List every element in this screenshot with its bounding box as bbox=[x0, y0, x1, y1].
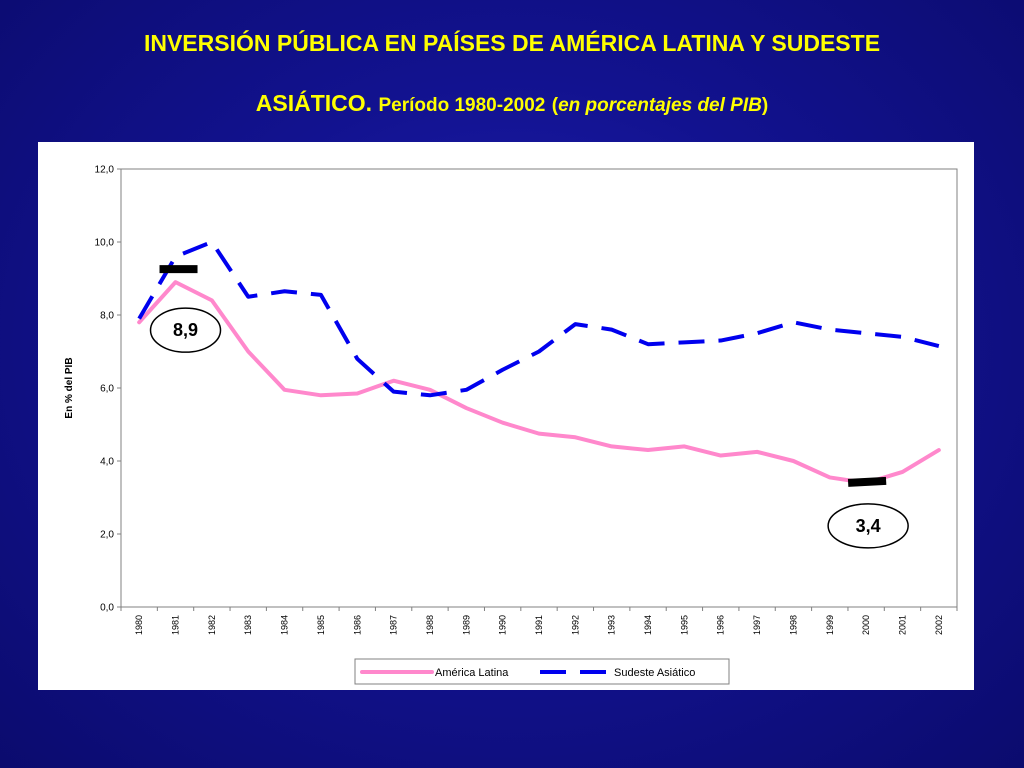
x-tick-label: 1980 bbox=[134, 615, 144, 635]
y-axis-label: En % del PIB bbox=[64, 357, 75, 418]
annotation-marker bbox=[847, 476, 887, 487]
x-tick-label: 1981 bbox=[171, 615, 181, 635]
y-tick-label: 12,0 bbox=[95, 165, 115, 176]
annotations-group: 8,9 3,4 bbox=[149, 265, 909, 549]
x-tick-label: 1994 bbox=[643, 615, 653, 635]
annotation-label: 3,4 bbox=[856, 516, 881, 536]
title-open-paren: ( bbox=[551, 95, 559, 116]
chart-svg: 0,0 2,0 4,0 6,0 8,0 10,0 12,0 1980 1981 1982 1983… bbox=[64, 165, 958, 685]
y-tick-label: 2,0 bbox=[100, 530, 114, 541]
annotation-bubble bbox=[827, 503, 909, 549]
title-country: ASIÁTICO. bbox=[255, 90, 373, 116]
x-tick-label: 1987 bbox=[389, 615, 399, 635]
legend-label-sudeste-asiatico: Sudeste Asiático bbox=[614, 667, 695, 679]
x-tick-label: 2002 bbox=[934, 615, 944, 635]
x-tick-label: 1992 bbox=[570, 615, 580, 635]
y-tick-label: 6,0 bbox=[100, 384, 114, 395]
x-tick-label: 1996 bbox=[716, 615, 726, 635]
x-tick-label: 1991 bbox=[534, 615, 544, 635]
x-tick-label: 1999 bbox=[825, 615, 835, 635]
title-close-paren: ) bbox=[761, 95, 769, 116]
slide-title-line2: ASIÁTICO. Período 1980-2002 (en porcenta… bbox=[0, 90, 1024, 117]
slide-title-line1: INVERSIÓN PÚBLICA EN PAÍSES DE AMÉRICA L… bbox=[143, 30, 881, 56]
chart-panel: 0,0 2,0 4,0 6,0 8,0 10,0 12,0 1980 1981 1982 1983… bbox=[38, 142, 974, 690]
x-tick-label: 2000 bbox=[861, 615, 871, 635]
legend-label-america-latina: América Latina bbox=[435, 667, 509, 679]
y-tick-label: 8,0 bbox=[100, 311, 114, 322]
plot-frame bbox=[120, 168, 958, 608]
x-tick-label: 1982 bbox=[207, 615, 217, 635]
y-tick-label: 10,0 bbox=[95, 238, 115, 249]
y-tick-label: 0,0 bbox=[100, 603, 114, 614]
x-tick-label: 1986 bbox=[352, 615, 362, 635]
x-tick-label: 1989 bbox=[461, 615, 471, 635]
annotation-bubble bbox=[149, 307, 222, 353]
y-axis-ticks: 0,0 2,0 4,0 6,0 8,0 10,0 12,0 bbox=[95, 165, 121, 614]
y-tick-label: 4,0 bbox=[100, 457, 114, 468]
x-tick-label: 1988 bbox=[425, 615, 435, 635]
x-tick-label: 1983 bbox=[243, 615, 253, 635]
x-axis-ticks: 1980 1981 1982 1983 1984 1985 1986 1987 1988 1989… bbox=[120, 607, 958, 635]
x-tick-label: 2001 bbox=[897, 615, 907, 635]
annotation-label: 8,9 bbox=[173, 320, 198, 340]
x-tick-label: 1984 bbox=[280, 615, 290, 635]
x-tick-label: 1985 bbox=[316, 615, 326, 635]
x-tick-label: 1998 bbox=[788, 615, 798, 635]
x-tick-label: 1993 bbox=[607, 615, 617, 635]
legend: América Latina Sudeste Asiático bbox=[354, 658, 730, 685]
series-line-sudeste-asiatico bbox=[137, 240, 940, 398]
title-unit: en porcentajes del PIB bbox=[558, 95, 762, 116]
x-tick-label: 1995 bbox=[679, 615, 689, 635]
series-line-america-latina bbox=[137, 280, 941, 485]
title-period: Período 1980-2002 bbox=[378, 95, 546, 116]
x-tick-label: 1997 bbox=[752, 615, 762, 635]
series-group bbox=[137, 240, 941, 485]
x-tick-label: 1990 bbox=[498, 615, 508, 635]
